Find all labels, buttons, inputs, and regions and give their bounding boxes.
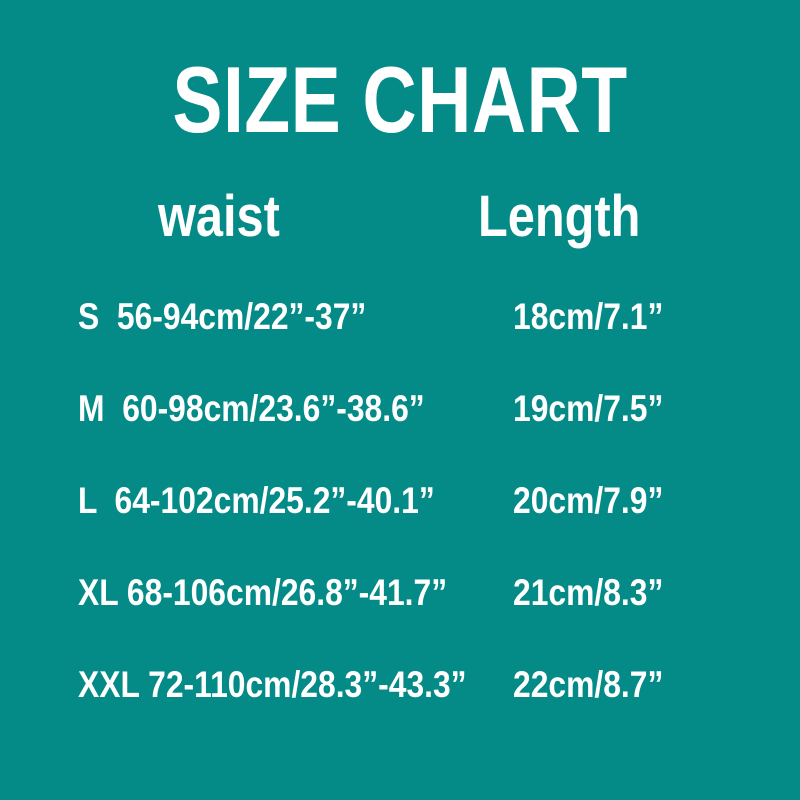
table-body: S 56-94cm/22”-37” 18cm/7.1” M 60-98cm/23… [0,296,800,756]
cell-waist: M 60-98cm/23.6”-38.6” [78,388,425,429]
cell-length: 18cm/7.1” [513,296,664,337]
table-row: L 64-102cm/25.2”-40.1” 20cm/7.9” [0,480,800,572]
column-header-waist: waist [158,184,280,249]
table-row: M 60-98cm/23.6”-38.6” 19cm/7.5” [0,388,800,480]
table-row: XL 68-106cm/26.8”-41.7” 21cm/8.3” [0,572,800,664]
table-row: S 56-94cm/22”-37” 18cm/7.1” [0,296,800,388]
page-title: SIZE CHART [172,47,628,152]
cell-waist: S 56-94cm/22”-37” [78,296,367,337]
cell-length: 20cm/7.9” [513,480,664,521]
cell-waist: L 64-102cm/25.2”-40.1” [78,480,435,521]
cell-waist: XXL 72-110cm/28.3”-43.3” [78,664,467,705]
cell-length: 21cm/8.3” [513,572,664,613]
table-header-row: waist Length [0,186,800,252]
cell-waist: XL 68-106cm/26.8”-41.7” [78,572,448,613]
table-row: XXL 72-110cm/28.3”-43.3” 22cm/8.7” [0,664,800,756]
cell-length: 22cm/8.7” [513,664,664,705]
column-header-length: Length [478,184,641,249]
cell-length: 19cm/7.5” [513,388,664,429]
